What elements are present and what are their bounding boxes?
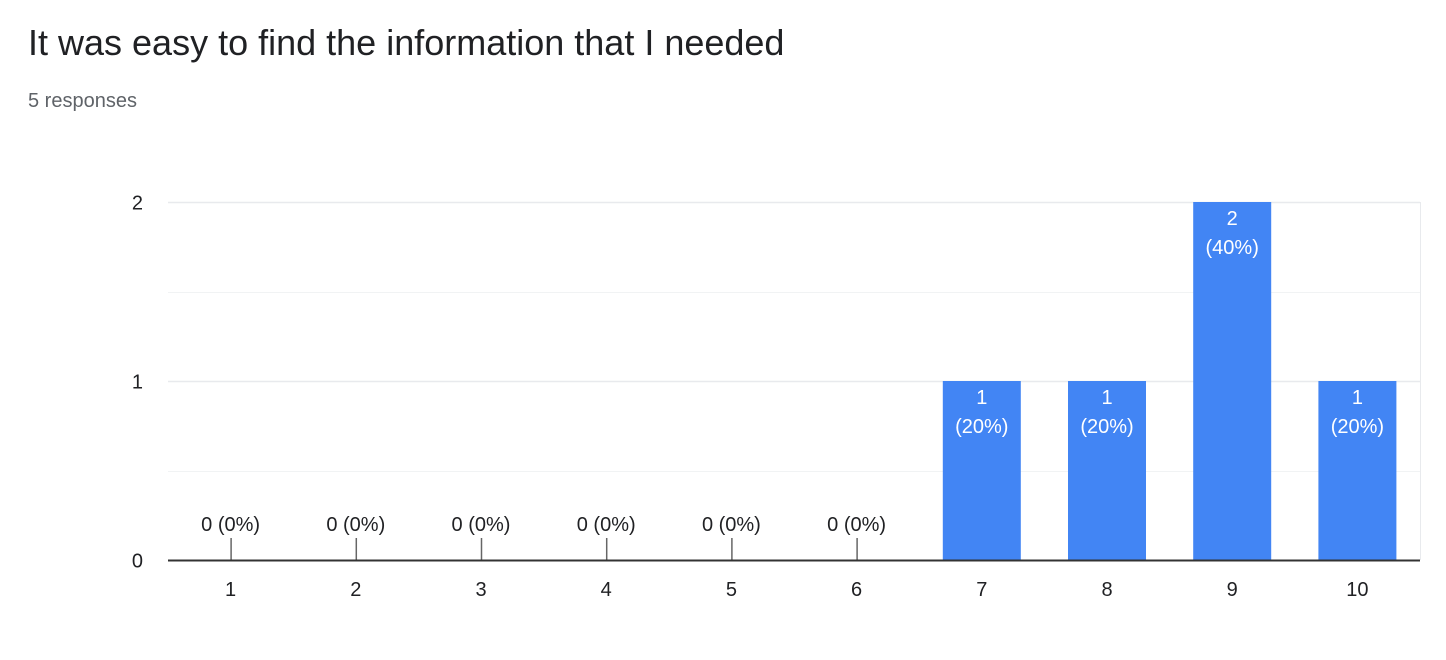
y-tick-label: 0 [132, 551, 143, 573]
x-tick-label: 8 [1101, 579, 1112, 601]
data-label: 0 (0%) [452, 514, 511, 536]
bar [942, 381, 1021, 560]
data-label: 1 [1101, 387, 1112, 409]
x-tick-label: 7 [976, 579, 987, 601]
data-label: 2 [1227, 208, 1238, 230]
response-count: 5 responses [28, 90, 137, 112]
data-label: 1 [976, 387, 987, 409]
data-label: 1 [1352, 387, 1363, 409]
data-label: (20%) [955, 416, 1008, 438]
data-label: 0 (0%) [827, 514, 886, 536]
data-label: 0 (0%) [577, 514, 636, 536]
x-tick-label: 4 [601, 579, 612, 601]
y-tick-label: 1 [132, 372, 143, 394]
x-tick-label: 1 [225, 579, 236, 601]
x-tick-label: 2 [350, 579, 361, 601]
data-label: 0 (0%) [326, 514, 385, 536]
x-tick-label: 9 [1227, 579, 1238, 601]
data-label: 0 (0%) [702, 514, 761, 536]
data-label: (20%) [1331, 416, 1384, 438]
data-label: (20%) [1080, 416, 1133, 438]
x-tick-label: 5 [726, 579, 737, 601]
data-label: 0 (0%) [201, 514, 260, 536]
y-tick-label: 2 [132, 193, 143, 215]
bar [1068, 381, 1146, 560]
chart-title: It was easy to find the information that… [28, 22, 785, 63]
bar [1318, 381, 1397, 560]
x-tick-label: 6 [851, 579, 862, 601]
x-tick-label: 10 [1346, 579, 1368, 601]
x-tick-label: 3 [475, 579, 486, 601]
data-label: (40%) [1206, 237, 1259, 259]
bar [1193, 202, 1272, 560]
